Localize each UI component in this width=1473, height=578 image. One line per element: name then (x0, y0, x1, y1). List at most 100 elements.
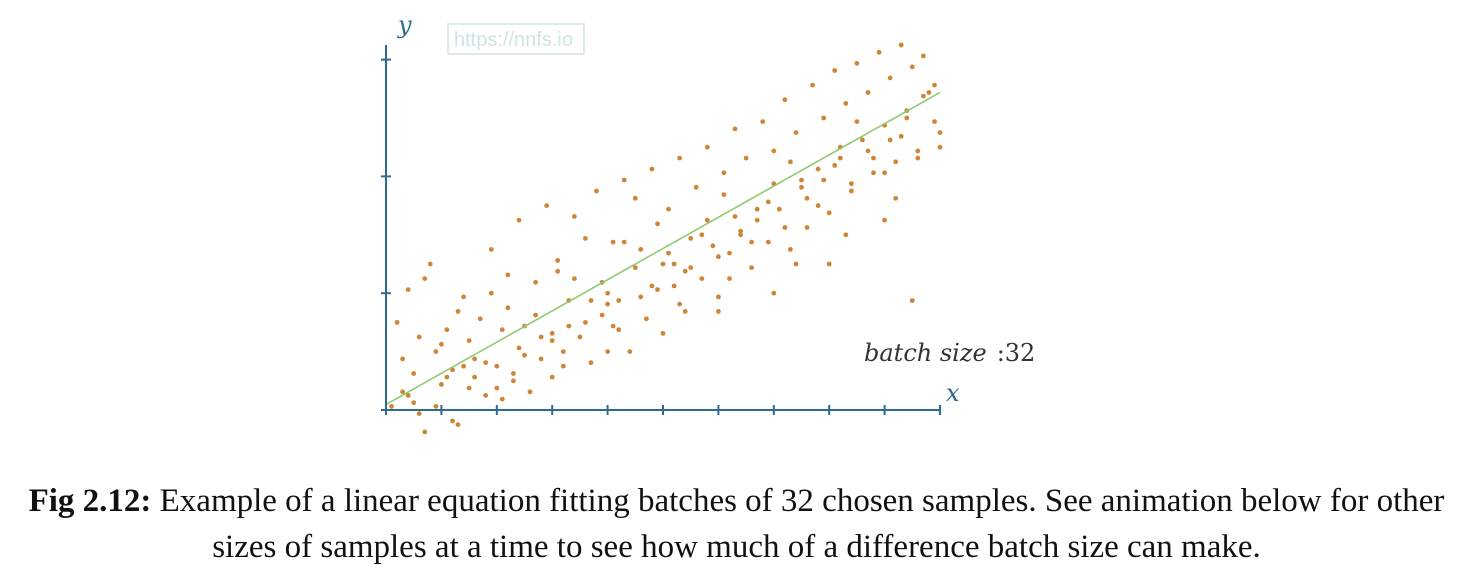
data-point (937, 130, 943, 136)
data-point (472, 374, 477, 380)
watermark: https://nnfs.io (447, 23, 585, 55)
data-point (699, 232, 705, 238)
data-point (400, 389, 405, 395)
data-point (649, 283, 655, 289)
data-point (588, 360, 594, 365)
data-point (472, 356, 477, 362)
data-point (660, 331, 666, 336)
data-point (704, 144, 710, 150)
data-point (621, 177, 627, 183)
data-point (450, 367, 455, 373)
data-point (887, 137, 893, 143)
axes (381, 45, 941, 415)
data-point (738, 228, 743, 234)
data-point (793, 261, 799, 267)
data-point (743, 155, 749, 161)
data-point (865, 148, 871, 154)
data-point (555, 258, 561, 263)
data-point (389, 404, 394, 409)
batch-size-label: batch size (864, 339, 987, 367)
data-point (876, 49, 882, 55)
data-point (632, 265, 638, 270)
data-point (538, 356, 544, 362)
data-point (505, 305, 511, 311)
data-point (605, 290, 610, 296)
data-point (765, 239, 771, 245)
data-point (583, 320, 588, 325)
data-point (400, 356, 405, 362)
data-point (660, 261, 666, 267)
data-point (594, 188, 599, 194)
data-point (771, 290, 777, 296)
data-point (765, 199, 771, 205)
data-point (915, 148, 921, 154)
batch-size-value: :32 (997, 339, 1036, 367)
data-point (621, 239, 627, 245)
data-point (649, 166, 655, 172)
data-point (915, 155, 921, 161)
data-point (721, 192, 727, 198)
data-point (754, 217, 760, 223)
figure-number: Fig 2.12: (28, 483, 152, 519)
data-point (849, 188, 854, 194)
regression-line (385, 91, 941, 406)
data-point (710, 243, 716, 249)
data-point (439, 382, 444, 387)
data-point (871, 155, 876, 161)
data-point (688, 265, 694, 270)
data-point (566, 323, 572, 329)
y-axis-label: y (397, 11, 412, 39)
data-point (909, 64, 915, 70)
data-point (749, 239, 754, 245)
data-point (527, 389, 533, 395)
data-point (488, 290, 494, 296)
data-point (549, 331, 555, 336)
caption-text: Example of a linear equation fitting bat… (159, 483, 1445, 565)
data-point (898, 42, 904, 48)
data-point (893, 195, 899, 201)
data-point (815, 166, 821, 172)
data-point (699, 276, 705, 281)
data-point (439, 341, 444, 347)
data-point (499, 327, 505, 333)
data-point (461, 363, 466, 369)
data-point (505, 272, 511, 278)
data-point (721, 170, 727, 176)
data-point (788, 159, 793, 165)
watermark-box (447, 23, 585, 55)
data-point (688, 236, 694, 241)
data-point (405, 393, 411, 398)
data-point (638, 247, 644, 252)
data-point (572, 214, 577, 219)
data-point (516, 217, 522, 223)
data-point (511, 378, 516, 384)
data-point (854, 60, 860, 66)
data-point (455, 309, 461, 314)
data-point (682, 268, 688, 274)
data-point (860, 137, 865, 143)
data-point (455, 422, 461, 427)
data-point (671, 261, 677, 267)
data-point (411, 371, 417, 376)
data-point (666, 206, 671, 212)
data-point (909, 298, 915, 303)
data-point (422, 429, 428, 435)
data-point (871, 170, 876, 176)
data-point (749, 265, 754, 270)
data-point (716, 309, 721, 314)
data-point (488, 247, 494, 252)
data-point (511, 371, 516, 376)
data-point (937, 144, 943, 150)
data-point (782, 97, 788, 103)
data-point (799, 184, 804, 190)
data-point (782, 225, 788, 230)
data-point (433, 349, 439, 354)
data-point (882, 217, 887, 223)
data-point (516, 345, 522, 351)
data-point (815, 203, 821, 209)
data-point (499, 396, 505, 402)
scatter-chart: https://nnfs.io y x batch size :32 (381, 11, 1036, 435)
data-point (616, 298, 622, 303)
data-point (583, 236, 588, 241)
data-point (771, 148, 777, 154)
